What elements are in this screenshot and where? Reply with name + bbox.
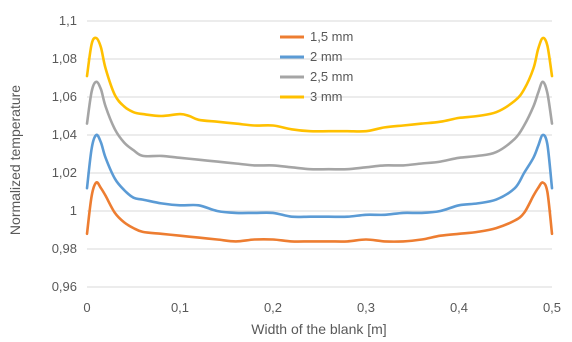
legend-label: 2 mm (310, 49, 343, 64)
series-line-2 (85, 80, 554, 171)
series-line-1 (85, 133, 554, 219)
x-axis-label: Width of the blank [m] (251, 321, 386, 337)
y-axis-ticks: 0,96 0,98 1 1,02 1,04 1,06 1,08 1,1 (52, 13, 77, 294)
legend-label: 2,5 mm (310, 69, 353, 84)
legend-label: 3 mm (310, 89, 343, 104)
y-axis-label: Normalized temperature (7, 85, 23, 235)
y-tick-label: 0,96 (52, 279, 77, 294)
x-tick-label: 0,2 (264, 300, 282, 315)
x-axis-ticks: 0 0,1 0,2 0,3 0,4 0,5 (83, 300, 561, 315)
gridlines (87, 20, 552, 288)
x-tick-label: 0,1 (171, 300, 189, 315)
y-tick-label: 1,1 (59, 13, 77, 28)
y-tick-label: 1,02 (52, 165, 77, 180)
y-tick-label: 1 (70, 203, 77, 218)
x-tick-label: 0,4 (450, 300, 468, 315)
series-lines (85, 36, 554, 243)
x-tick-label: 0,3 (357, 300, 375, 315)
y-tick-label: 1,08 (52, 51, 77, 66)
x-tick-label: 0,5 (543, 300, 561, 315)
y-tick-label: 0,98 (52, 241, 77, 256)
x-tick-label: 0 (83, 300, 90, 315)
y-tick-label: 1,04 (52, 127, 77, 142)
legend-label: 1,5 mm (310, 29, 353, 44)
series-line-3 (85, 36, 554, 133)
y-tick-label: 1,06 (52, 89, 77, 104)
legend: 1,5 mm 2 mm 2,5 mm 3 mm (280, 29, 353, 104)
series-line-0 (85, 180, 554, 243)
